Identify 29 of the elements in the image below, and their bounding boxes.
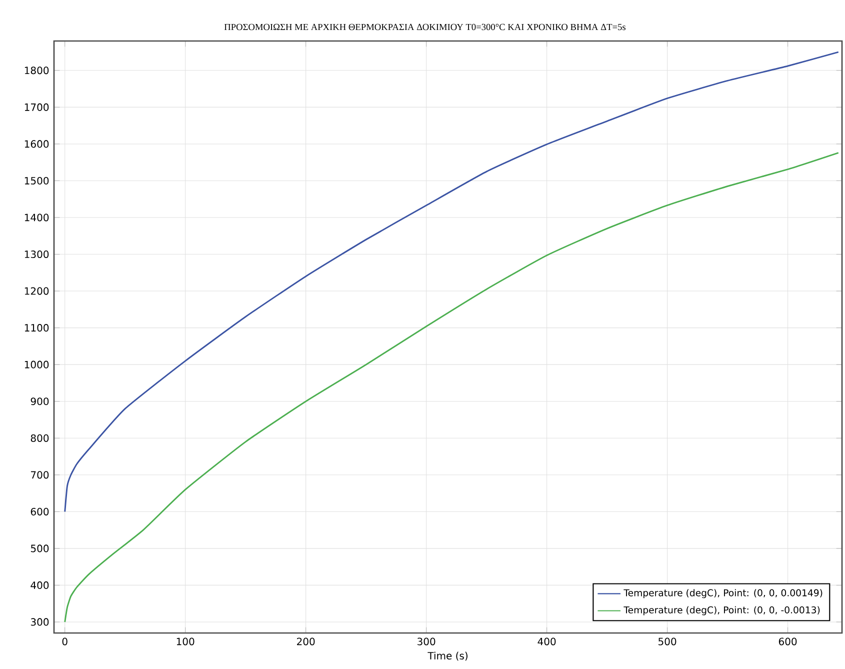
x-tick-label: 400 [538, 638, 556, 646]
y-tick-label: 400 [30, 581, 49, 589]
legend-label: Temperature (degC), Point: (0, 0, -0.0013) [624, 606, 820, 616]
x-tick-label: 0 [62, 638, 68, 646]
y-tick-label: 1100 [24, 324, 49, 332]
legend-label: Temperature (degC), Point: (0, 0, 0.00149) [624, 589, 822, 598]
x-axis-title: Time (s) [428, 652, 468, 661]
x-tick-label: 100 [176, 638, 194, 646]
y-tick-label: 1700 [24, 103, 49, 111]
y-tick-label: 1500 [24, 176, 49, 185]
y-tick-label: 1300 [24, 250, 49, 258]
y-tick-label: 1400 [24, 214, 49, 222]
y-tick-label: 800 [30, 434, 49, 442]
y-tick-label: 1600 [24, 140, 49, 148]
y-tick-label: 1800 [24, 66, 49, 74]
line-series [64, 152, 840, 623]
line-series [64, 51, 840, 512]
x-tick-label: 500 [658, 638, 676, 646]
y-tick-label: 600 [30, 508, 49, 516]
y-tick-label: 300 [30, 618, 49, 626]
x-tick-label: 200 [297, 638, 315, 646]
y-tick-label: 1200 [24, 287, 49, 295]
y-tick-label: 500 [30, 544, 49, 552]
y-tick-label: 1000 [24, 360, 49, 368]
y-tick-label: 900 [30, 398, 49, 406]
x-tick-label: 300 [418, 638, 436, 646]
chart-title: ΠΡΟΣΟΜΟΙΩΣΗ ΜΕ ΑΡΧΙΚΗ ΘΕΡΜΟΚΡΑΣΙΑ ΔΟΚΙΜΙΟΥ T0=300°C ΚΑΙ ΧΡΟΝΙΚΟ ΒΗΜΑ ΔT=5s [224, 24, 626, 30]
x-tick-label: 600 [778, 638, 797, 646]
y-tick-label: 700 [31, 471, 49, 479]
